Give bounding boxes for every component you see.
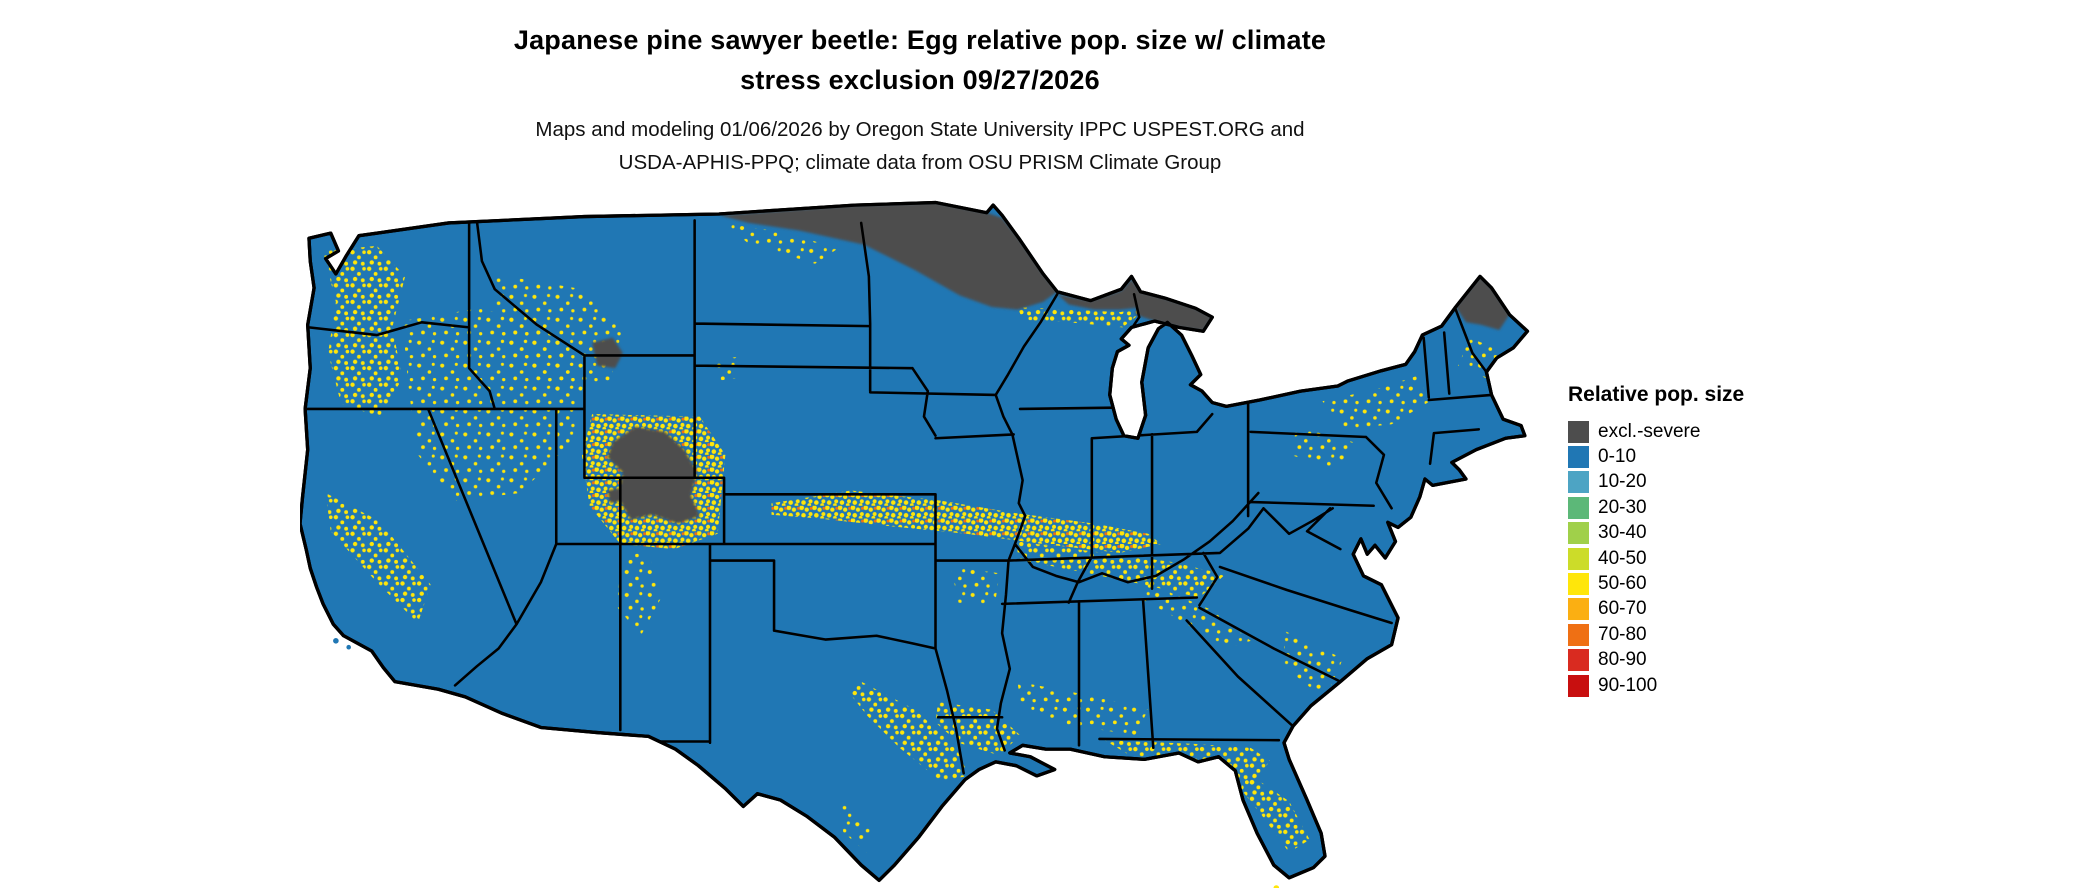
map-title-line2: stress exclusion 09/27/2026 [740, 65, 1100, 95]
exclusion-regions [592, 202, 1510, 524]
legend-swatch [1568, 623, 1589, 646]
channel-islands [333, 638, 351, 650]
map-subtitle-line1: Maps and modeling 01/06/2026 by Oregon S… [535, 118, 1305, 141]
legend-row: excl.-severe [1568, 419, 1744, 444]
legend-swatch [1568, 598, 1589, 621]
conus-landmass [300, 200, 1530, 883]
legend: Relative pop. size excl.-severe 0-10 10-20… [1568, 383, 1744, 698]
legend-row: 20-30 [1568, 495, 1744, 520]
legend-row: 10-20 [1568, 470, 1744, 495]
map-subtitle-line2: USDA-APHIS-PPQ; climate data from OSU PR… [618, 151, 1222, 174]
legend-label: 60-70 [1598, 598, 1647, 620]
legend-label: 10-20 [1598, 471, 1647, 493]
legend-label: 50-60 [1598, 573, 1647, 595]
legend-swatch [1568, 522, 1589, 545]
legend-row: 70-80 [1568, 622, 1744, 647]
legend-row: 40-50 [1568, 546, 1744, 571]
legend-title: Relative pop. size [1568, 383, 1745, 406]
population-speckle-regions [323, 222, 1500, 853]
legend-label: 90-100 [1598, 674, 1658, 696]
florida-keys [1273, 885, 1280, 888]
legend-label: 0-10 [1598, 446, 1637, 468]
us-map [300, 200, 1530, 888]
legend-entries: excl.-severe 0-10 10-20 20-30 30-40 40-50 50-6… [1568, 419, 1744, 698]
legend-swatch [1568, 496, 1589, 519]
legend-row: 90-100 [1568, 673, 1744, 698]
legend-row: 50-60 [1568, 571, 1744, 596]
legend-label: 30-40 [1598, 522, 1647, 544]
map-subtitle: Maps and modeling 01/06/2026 by Oregon S… [140, 113, 1700, 179]
legend-label: 20-30 [1598, 496, 1647, 518]
legend-swatch [1568, 573, 1589, 596]
legend-swatch [1568, 446, 1589, 469]
legend-row: 0-10 [1568, 444, 1744, 469]
conus-outline [300, 200, 1530, 883]
legend-swatch [1568, 420, 1589, 443]
legend-row: 80-90 [1568, 648, 1744, 673]
legend-swatch [1568, 471, 1589, 494]
state-borders [302, 216, 1493, 775]
legend-swatch [1568, 547, 1589, 570]
legend-row: 30-40 [1568, 521, 1744, 546]
header: Japanese pine sawyer beetle: Egg relativ… [140, 20, 1700, 179]
map-title-line1: Japanese pine sawyer beetle: Egg relativ… [513, 25, 1327, 55]
legend-swatch [1568, 649, 1589, 672]
legend-label: 40-50 [1598, 547, 1647, 569]
legend-swatch [1568, 674, 1589, 697]
legend-label: excl.-severe [1598, 420, 1701, 442]
legend-label: 80-90 [1598, 649, 1647, 671]
legend-row: 60-70 [1568, 597, 1744, 622]
legend-label: 70-80 [1598, 623, 1647, 645]
